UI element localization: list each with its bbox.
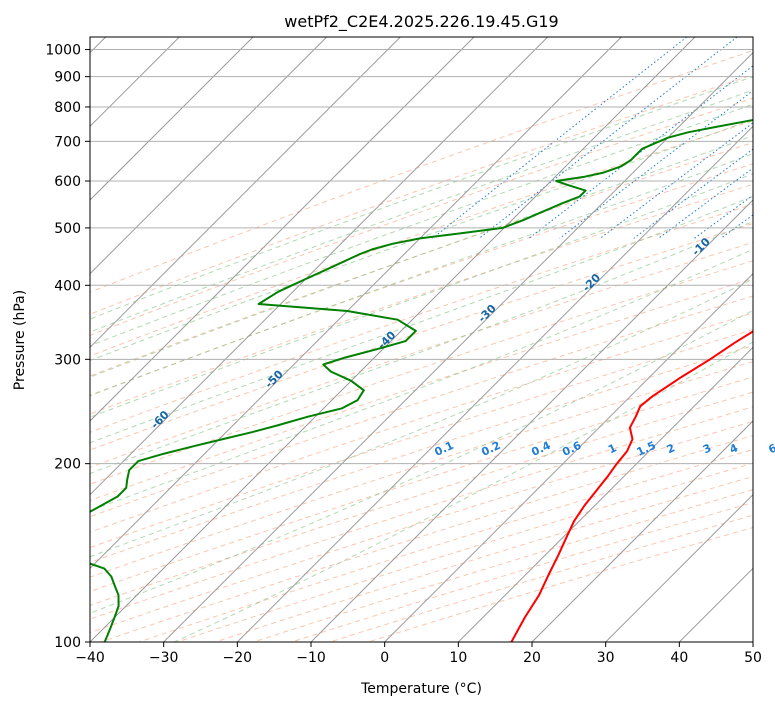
- mixing-ratio-line: [599, 122, 753, 239]
- mixing-ratio-label: 0.1: [433, 439, 456, 459]
- mixing-ratio-label: 3: [701, 441, 713, 456]
- mixing-ratio-label: 6: [766, 441, 775, 456]
- mixing-ratio-line: [478, 37, 738, 239]
- x-axis: −40 −30 −20 −10 0 10 20 30 40 50: [75, 642, 762, 666]
- x-tick-label: 40: [670, 650, 688, 666]
- y-tick-label: 1000: [45, 43, 81, 59]
- isotherm-line: [90, 37, 622, 570]
- moist-adiabat-line: [90, 89, 753, 333]
- isotherm-line: [457, 346, 753, 642]
- moist-adiabat-line: [90, 220, 753, 474]
- mixing-ratio-line: [760, 37, 775, 238]
- isotherm-line: [90, 37, 254, 201]
- isotherm-label: -30: [476, 302, 499, 325]
- y-tick-label: 600: [54, 174, 81, 190]
- moist-adiabat-line: [90, 153, 753, 397]
- x-axis-label: Temperature (°C): [360, 681, 482, 697]
- x-tick-label: −40: [75, 650, 105, 666]
- moist-adiabat-line: [90, 195, 753, 444]
- moist-adiabat-line: [90, 76, 753, 320]
- dry-adiabat-line: [90, 376, 753, 592]
- mixing-ratio-label: 1.5: [635, 439, 658, 459]
- y-tick-label: 500: [54, 221, 81, 237]
- x-tick-label: 0: [380, 650, 389, 666]
- mixing-ratio-line: [559, 90, 753, 239]
- plot-area: -100-90-80-70-60-50-40-30-20-10010203040…: [20, 37, 775, 642]
- y-tick-label: 300: [54, 352, 81, 368]
- isotherm-label: -60: [148, 408, 171, 431]
- dry-adiabat-line: [90, 241, 753, 468]
- mixing-ratio-line: [720, 214, 753, 239]
- dry-adiabat-line: [291, 501, 753, 642]
- moist-adiabat-line: [90, 118, 753, 362]
- profile-line: [90, 118, 753, 642]
- dry-adiabat-line: [90, 50, 753, 293]
- dry-adiabat-line: [90, 295, 753, 518]
- isotherm-line: [90, 37, 696, 642]
- mixing-ratio-label: 0.4: [529, 439, 552, 459]
- x-tick-label: −20: [223, 650, 253, 666]
- dry-adiabat-line: [90, 97, 753, 336]
- dry-adiabat-line: [90, 74, 753, 315]
- mixing-ratio-label: 2: [665, 441, 677, 456]
- isotherm-line: [678, 567, 753, 642]
- mixing-ratio-label: 0.6: [560, 439, 583, 459]
- dry-adiabat-line: [215, 475, 753, 642]
- dry-adiabat-line: [90, 345, 753, 564]
- x-tick-label: 30: [597, 650, 615, 666]
- mixing-ratio-line: [432, 37, 688, 239]
- isotherm-label: -70: [20, 463, 43, 486]
- isotherm-line: [90, 37, 328, 275]
- moist-adiabat-line: [90, 309, 753, 614]
- mixing-ratio-line: [694, 194, 753, 239]
- x-tick-label: 20: [523, 650, 541, 666]
- plot-frame: [89, 36, 754, 643]
- y-tick-label: 200: [54, 457, 81, 473]
- y-tick-label: 100: [54, 635, 81, 651]
- dry-adiabat-line: [100, 435, 753, 642]
- chart-title: wetPf2_C2E4.2025.226.19.45.G19: [284, 12, 558, 32]
- y-axis: 100 200 300 400 500 600 700 800 900 1000: [45, 43, 90, 651]
- y-tick-label: 400: [54, 278, 81, 294]
- y-tick-label: 700: [54, 134, 81, 150]
- dry-adiabat-line: [90, 203, 753, 433]
- moist-adiabat-line: [173, 341, 753, 642]
- dry-adiabat-line: [90, 391, 753, 606]
- isotherm-line: [384, 272, 753, 642]
- y-tick-label: 800: [54, 100, 81, 116]
- x-tick-label: 10: [449, 650, 467, 666]
- mixing-ratio-label: 0.2: [479, 439, 502, 459]
- y-tick-label: 900: [54, 70, 81, 86]
- isotherm-line: [90, 37, 549, 496]
- isotherm-line: [752, 641, 753, 642]
- dry-adiabat-line: [90, 183, 753, 415]
- mixing-ratio-line: [658, 167, 753, 239]
- isotherm-line: [163, 51, 753, 642]
- isotherm-line: [236, 125, 753, 642]
- isotherm-line: [531, 420, 753, 642]
- y-axis-label: Pressure (hPa): [12, 290, 28, 390]
- isotherm-line: [310, 199, 753, 642]
- dry-adiabat-line: [90, 142, 753, 377]
- isotherm-line: [605, 493, 753, 642]
- isotherm-label: -50: [263, 367, 286, 390]
- isotherm-line: [90, 37, 401, 349]
- x-tick-label: −30: [149, 650, 179, 666]
- mixing-ratio-label: 1: [606, 441, 618, 456]
- dry-adiabat-line: [90, 163, 753, 396]
- x-tick-label: −10: [296, 650, 326, 666]
- isotherm-label: -10: [690, 235, 713, 258]
- isotherm-line: [90, 37, 475, 422]
- x-tick-label: 50: [744, 650, 762, 666]
- moist-adiabat-line: [90, 278, 753, 558]
- profile-line: [510, 330, 753, 642]
